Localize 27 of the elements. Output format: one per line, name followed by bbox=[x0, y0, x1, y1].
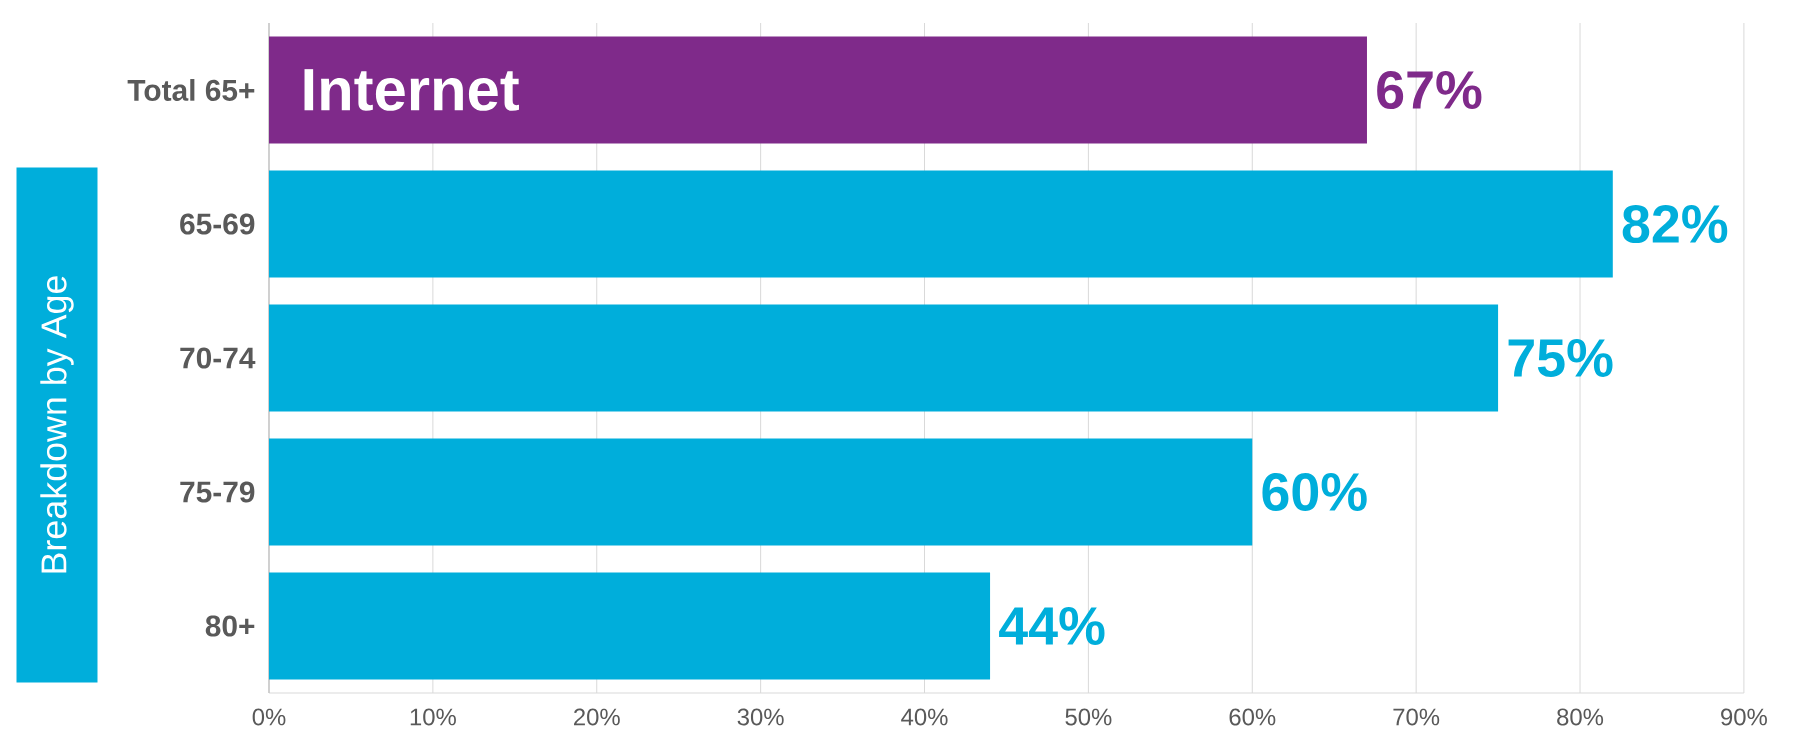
bar bbox=[269, 438, 1253, 546]
x-tick-label: 30% bbox=[737, 708, 784, 726]
data-label: 44% bbox=[999, 607, 1105, 645]
annotation: Internet bbox=[304, 69, 519, 111]
x-tick-label: 20% bbox=[574, 708, 620, 726]
x-tick-label: 40% bbox=[901, 708, 948, 726]
x-tick-label: 50% bbox=[1065, 708, 1112, 726]
x-tick-label: 10% bbox=[410, 708, 456, 726]
y-tick-label: 65-69 bbox=[180, 213, 255, 235]
bar bbox=[269, 170, 1613, 278]
y-axis-title: Breakdown by Age bbox=[40, 276, 74, 573]
x-tick-label: 0% bbox=[252, 708, 286, 726]
data-label: 75% bbox=[1508, 339, 1613, 377]
data-label: 67% bbox=[1377, 70, 1482, 110]
y-tick-label: 75-79 bbox=[180, 481, 255, 503]
bar bbox=[269, 572, 991, 680]
x-tick-label: 80% bbox=[1557, 708, 1604, 726]
bar bbox=[269, 304, 1499, 412]
bar bbox=[269, 36, 1367, 144]
x-tick-label: 70% bbox=[1393, 708, 1440, 726]
x-tick-label: 90% bbox=[1721, 708, 1767, 726]
x-tick-label: 60% bbox=[1229, 708, 1276, 726]
data-label: 60% bbox=[1262, 472, 1367, 512]
y-tick-label: 80+ bbox=[205, 615, 255, 637]
y-tick-label: Total 65+ bbox=[127, 79, 255, 101]
data-label: 82% bbox=[1622, 204, 1728, 244]
y-tick-label: 70-74 bbox=[180, 347, 256, 369]
